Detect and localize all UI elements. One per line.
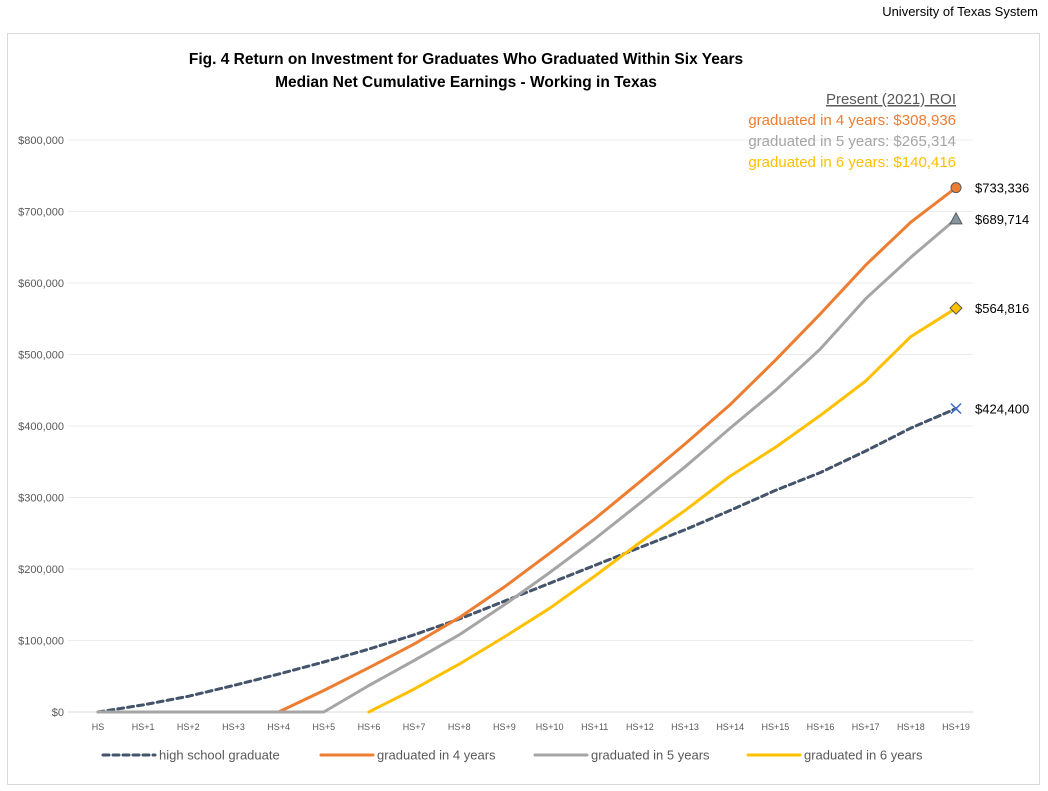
chart-title: Fig. 4 Return on Investment for Graduate… (189, 51, 743, 68)
x-tick-label: HS+11 (581, 722, 608, 732)
chart-subtitle: Median Net Cumulative Earnings - Working… (275, 74, 657, 91)
end-value-label: $424,400 (975, 402, 1029, 417)
end-value-label: $689,714 (975, 212, 1029, 227)
legend: high school graduate graduated in 4 years… (101, 748, 923, 763)
y-axis: $0 $100,000 $200,000 $300,000 $400,000 $500,0… (18, 135, 64, 719)
legend-item-2: graduated in 5 years (533, 748, 710, 763)
end-marker-2 (949, 211, 963, 225)
x-tick-label: HS+4 (267, 722, 290, 732)
gridlines (68, 139, 973, 713)
series-lines (96, 186, 958, 714)
end-value-label: $733,336 (975, 181, 1029, 196)
x-tick-label: HS+1 (132, 722, 155, 732)
x-tick-label: HS+18 (897, 722, 925, 732)
x-tick-label: HS+14 (716, 722, 744, 732)
x-tick-label: HS+15 (761, 722, 789, 732)
chart-frame: $0 $100,000 $200,000 $300,000 $400,000 $500,0… (7, 33, 1040, 785)
y-tick-label: $800,000 (18, 135, 64, 147)
x-tick-label: HS+17 (852, 722, 880, 732)
series-line-3 (367, 306, 958, 714)
y-tick-label: $700,000 (18, 207, 64, 219)
x-tick-label: HS+19 (942, 722, 970, 732)
series-end-markers (949, 182, 963, 415)
y-tick-label: $0 (52, 707, 64, 719)
series-line-2 (96, 217, 958, 714)
x-tick-label: HS (92, 722, 105, 732)
legend-item-1: graduated in 4 years (319, 748, 496, 763)
x-tick-label: HS+2 (177, 722, 200, 732)
x-tick-label: HS+16 (807, 722, 835, 732)
roi-box: Present (2021) ROI graduated in 4 years:… (748, 91, 956, 171)
y-tick-label: $500,000 (18, 350, 64, 362)
line-chart: $0 $100,000 $200,000 $300,000 $400,000 $500,0… (18, 51, 1029, 763)
end-marker-1 (950, 182, 962, 194)
end-marker-3 (949, 301, 963, 315)
y-tick-label: $100,000 (18, 636, 64, 648)
x-tick-label: HS+10 (536, 722, 564, 732)
legend-label: high school graduate (159, 748, 280, 763)
x-tick-label: HS+3 (222, 722, 245, 732)
x-tick-label: HS+9 (493, 722, 516, 732)
roi-item: graduated in 5 years: $265,314 (748, 133, 956, 150)
y-tick-label: $600,000 (18, 278, 64, 290)
x-tick-label: HS+7 (403, 722, 426, 732)
y-tick-label: $300,000 (18, 493, 64, 505)
legend-label: graduated in 4 years (377, 748, 496, 763)
x-tick-label: HS+6 (358, 722, 381, 732)
end-marker-0 (950, 402, 962, 415)
roi-item: graduated in 6 years: $140,416 (748, 154, 956, 171)
x-axis: HS HS+1 HS+2 HS+3 HS+4 HS+5 HS+6 HS+7 HS+8 HS+9 HS… (92, 722, 970, 732)
x-tick-label: HS+8 (448, 722, 471, 732)
y-tick-label: $200,000 (18, 564, 64, 576)
legend-label: graduated in 5 years (591, 748, 710, 763)
legend-item-0: high school graduate (101, 748, 280, 763)
x-tick-label: HS+5 (312, 722, 335, 732)
x-tick-label: HS+12 (626, 722, 654, 732)
x-tick-label: HS+13 (671, 722, 699, 732)
legend-label: graduated in 6 years (804, 748, 923, 763)
end-value-label: $564,816 (975, 301, 1029, 316)
legend-item-3: graduated in 6 years (746, 748, 923, 763)
roi-item: graduated in 4 years: $308,936 (748, 112, 956, 129)
y-tick-label: $400,000 (18, 421, 64, 433)
roi-heading: Present (2021) ROI (826, 91, 956, 108)
series-line-0 (96, 407, 958, 714)
source-label: University of Texas System (882, 4, 1038, 19)
series-end-labels: $424,400 $733,336 $689,714 $564,816 (975, 181, 1029, 417)
series-line-1 (96, 186, 958, 714)
